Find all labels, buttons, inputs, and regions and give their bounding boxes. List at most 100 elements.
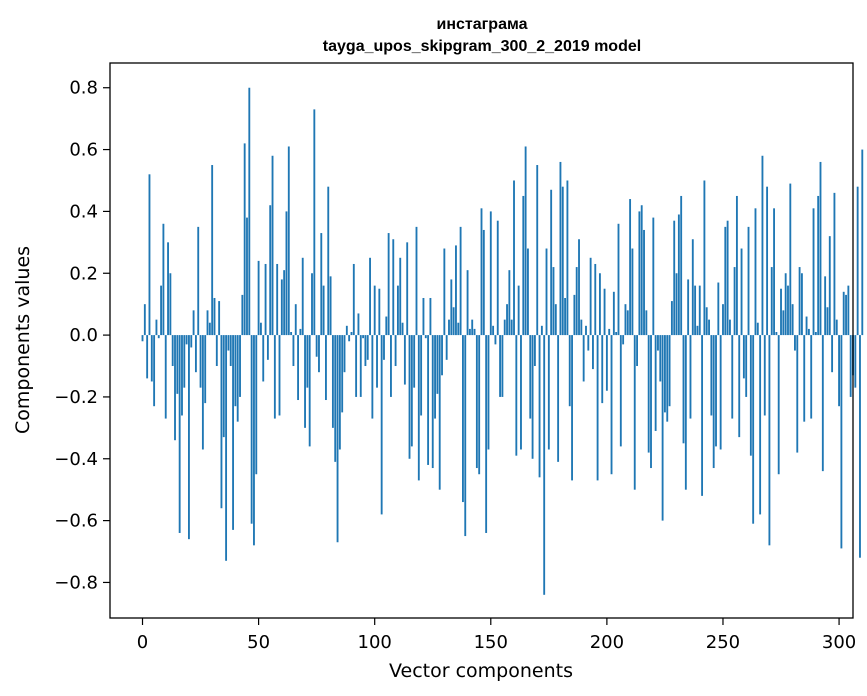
bar bbox=[385, 316, 388, 336]
bar bbox=[501, 335, 504, 397]
bar bbox=[315, 335, 318, 357]
bar bbox=[598, 273, 601, 336]
bar bbox=[510, 319, 513, 336]
bar bbox=[828, 236, 831, 336]
bar bbox=[585, 325, 587, 336]
bar bbox=[775, 332, 778, 336]
bar bbox=[338, 335, 341, 450]
bar bbox=[164, 335, 167, 419]
bar bbox=[478, 335, 481, 475]
bar bbox=[520, 335, 522, 450]
bar bbox=[664, 335, 666, 413]
bar bbox=[415, 226, 418, 336]
bar bbox=[285, 211, 288, 336]
y-axis-ticks: 0.8 0.6 0.4 0.2 0.0 −0.2 −0.4 −0.6 −0.8 bbox=[54, 78, 110, 593]
bar bbox=[538, 335, 541, 478]
bar bbox=[524, 146, 527, 336]
bar bbox=[819, 161, 822, 336]
y-tick-label: 0.4 bbox=[69, 201, 98, 222]
bar bbox=[787, 285, 789, 336]
y-tick-label: 0.0 bbox=[69, 325, 98, 346]
bar bbox=[789, 183, 792, 336]
bar bbox=[153, 335, 156, 407]
bar bbox=[443, 248, 446, 336]
bar bbox=[782, 310, 785, 336]
bar bbox=[383, 335, 385, 360]
bar bbox=[770, 267, 773, 336]
bar bbox=[348, 335, 351, 342]
bar bbox=[759, 335, 762, 515]
bar bbox=[327, 186, 330, 336]
bar bbox=[294, 304, 297, 336]
bar bbox=[571, 335, 573, 481]
bar bbox=[329, 276, 332, 336]
bar bbox=[362, 335, 365, 339]
bar bbox=[287, 146, 290, 336]
bar bbox=[715, 335, 717, 447]
bar bbox=[821, 335, 824, 472]
bar bbox=[215, 335, 218, 367]
bar bbox=[749, 335, 752, 456]
bar bbox=[835, 319, 838, 336]
bar bbox=[248, 87, 251, 336]
bar bbox=[299, 328, 302, 336]
bar bbox=[745, 335, 748, 397]
bar bbox=[561, 186, 564, 336]
bar bbox=[334, 335, 337, 462]
bar bbox=[390, 335, 392, 397]
bar bbox=[761, 155, 764, 336]
bar bbox=[592, 335, 594, 370]
bar bbox=[580, 319, 583, 336]
bar bbox=[403, 335, 406, 385]
bar bbox=[190, 335, 193, 348]
bar bbox=[455, 245, 457, 336]
bar bbox=[155, 319, 158, 336]
bar bbox=[849, 335, 852, 397]
bar bbox=[735, 195, 738, 336]
bar bbox=[341, 335, 344, 413]
bar bbox=[824, 276, 827, 336]
bar bbox=[157, 335, 160, 339]
bar bbox=[536, 165, 539, 336]
bar bbox=[206, 310, 209, 336]
bar bbox=[355, 335, 358, 397]
bar bbox=[350, 332, 353, 336]
bar bbox=[780, 288, 782, 336]
bar bbox=[185, 335, 188, 345]
bar bbox=[241, 294, 244, 336]
bar bbox=[499, 335, 502, 397]
bar bbox=[573, 294, 576, 336]
bar bbox=[527, 248, 529, 336]
bar bbox=[582, 335, 585, 382]
bar bbox=[280, 279, 283, 336]
y-tick-label: 0.8 bbox=[69, 78, 98, 99]
bar bbox=[420, 335, 423, 416]
bar bbox=[343, 335, 346, 373]
bar bbox=[489, 211, 492, 336]
bar bbox=[798, 267, 801, 336]
bar bbox=[847, 285, 850, 336]
bar bbox=[141, 335, 144, 342]
bar bbox=[845, 294, 847, 336]
bar bbox=[515, 335, 518, 456]
bar bbox=[559, 161, 562, 336]
bar bbox=[612, 291, 615, 336]
bar bbox=[436, 335, 439, 394]
bar bbox=[213, 297, 216, 336]
bar bbox=[171, 335, 174, 367]
bar bbox=[670, 301, 673, 336]
bar bbox=[703, 180, 706, 336]
bar bbox=[378, 288, 381, 336]
bar bbox=[336, 335, 339, 543]
bar bbox=[654, 335, 657, 431]
bar bbox=[615, 332, 618, 336]
bar bbox=[494, 335, 497, 345]
bar bbox=[399, 257, 402, 336]
x-tick-label: 200 bbox=[590, 632, 624, 653]
bar bbox=[464, 335, 467, 537]
bar bbox=[552, 267, 555, 336]
bar bbox=[169, 273, 172, 336]
bar bbox=[422, 297, 425, 336]
bar bbox=[259, 322, 262, 336]
